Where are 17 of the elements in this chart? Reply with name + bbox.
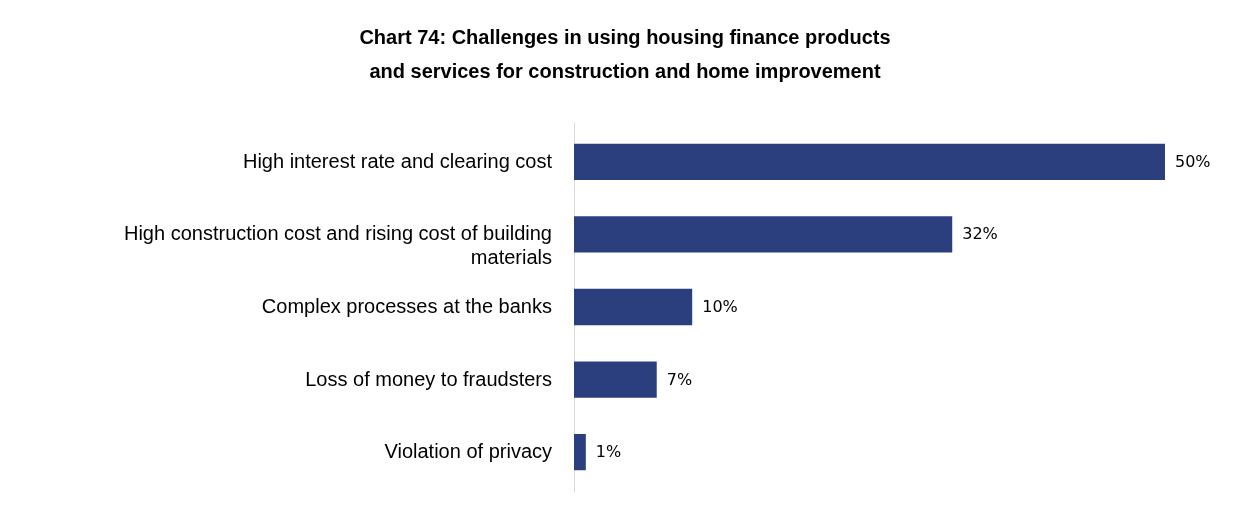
data-label: 7%: [666, 369, 693, 389]
data-label: 50%: [1175, 151, 1211, 171]
y-tick-label: High interest rate and clearing cost: [242, 149, 553, 172]
bar: [574, 361, 657, 398]
data-label: 32%: [962, 224, 998, 244]
data-label: 1%: [595, 442, 622, 462]
bar: [574, 216, 953, 253]
y-tick-label: High construction cost and rising cost of building materials: [123, 222, 552, 269]
bar: [574, 433, 586, 471]
y-tick-label: Complex processes at the banks: [261, 295, 552, 317]
text: Chart 74: Challenges in using housing finance products: [359, 26, 891, 48]
y-tick-label: Loss of money to fraudsters: [305, 367, 552, 390]
bar: [574, 143, 1165, 181]
text: and services for construction and home improvement: [369, 60, 881, 82]
bar: [574, 288, 693, 326]
data-label: 10%: [702, 297, 738, 316]
y-tick-label: Violation of privacy: [384, 440, 552, 463]
